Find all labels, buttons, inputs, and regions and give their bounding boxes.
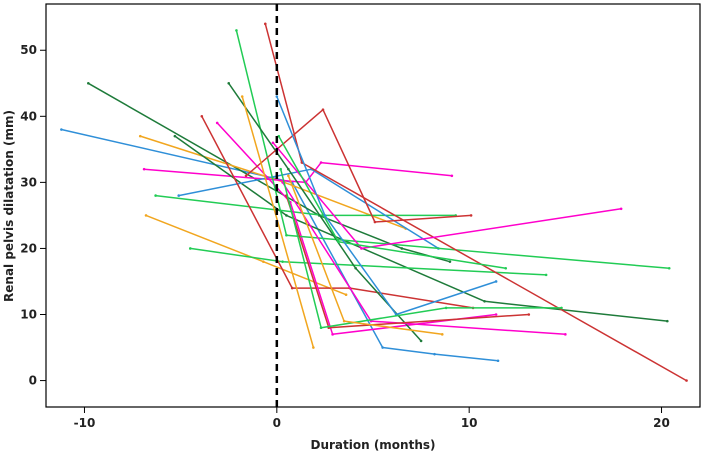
data-point bbox=[285, 214, 288, 217]
series-line-18 bbox=[278, 135, 506, 270]
data-point bbox=[262, 260, 265, 263]
data-point bbox=[188, 247, 192, 250]
data-point bbox=[319, 161, 323, 164]
data-point bbox=[667, 266, 671, 270]
data-point bbox=[281, 260, 284, 263]
data-point bbox=[138, 134, 142, 138]
data-point bbox=[240, 95, 244, 98]
data-point bbox=[215, 121, 219, 125]
data-point bbox=[331, 333, 334, 336]
data-point bbox=[342, 319, 346, 323]
data-point bbox=[200, 115, 204, 118]
series-line-19 bbox=[276, 96, 497, 316]
data-point bbox=[469, 214, 473, 217]
data-point bbox=[177, 194, 181, 197]
data-point bbox=[287, 174, 290, 178]
data-point bbox=[448, 260, 452, 263]
data-point bbox=[564, 333, 567, 336]
data-point bbox=[544, 273, 548, 277]
data-point bbox=[244, 174, 248, 178]
data-point bbox=[263, 22, 267, 26]
data-point bbox=[154, 194, 157, 197]
data-point bbox=[354, 266, 357, 270]
y-tick-label: 50 bbox=[20, 43, 37, 57]
data-point bbox=[285, 233, 288, 237]
data-point bbox=[271, 141, 275, 145]
y-tick-label: 30 bbox=[20, 175, 37, 189]
data-point bbox=[227, 81, 231, 85]
y-tick-label: 0 bbox=[29, 374, 37, 388]
x-tick-label: 10 bbox=[461, 416, 478, 430]
series-line-7 bbox=[174, 135, 668, 322]
data-point bbox=[666, 319, 669, 323]
series-line-2 bbox=[87, 82, 451, 263]
data-point bbox=[287, 167, 290, 171]
data-point bbox=[527, 313, 531, 316]
data-point bbox=[279, 167, 282, 171]
series-line-14 bbox=[245, 108, 472, 223]
data-point bbox=[144, 214, 148, 217]
data-point bbox=[504, 266, 508, 270]
data-point bbox=[360, 247, 363, 250]
x-tick-label: -10 bbox=[74, 416, 96, 430]
series-line-10 bbox=[201, 115, 474, 309]
x-tick-label: 0 bbox=[273, 416, 281, 430]
plot-area-frame bbox=[45, 3, 701, 408]
data-point bbox=[373, 220, 377, 224]
data-point bbox=[444, 306, 448, 310]
data-point bbox=[494, 280, 498, 283]
data-point bbox=[381, 346, 384, 349]
data-point bbox=[290, 286, 294, 290]
series-lines bbox=[60, 22, 688, 382]
data-point bbox=[319, 326, 323, 330]
data-point bbox=[277, 134, 281, 138]
data-point bbox=[450, 174, 454, 178]
y-axis-title: Renal pelvis dilatation (mm) bbox=[2, 110, 16, 302]
data-point bbox=[344, 293, 348, 296]
series-line-22 bbox=[279, 169, 562, 329]
data-point bbox=[560, 306, 563, 310]
y-tick-label: 20 bbox=[20, 241, 37, 255]
data-point bbox=[400, 247, 404, 250]
data-point bbox=[87, 81, 90, 85]
data-point bbox=[323, 214, 327, 217]
data-point bbox=[494, 313, 498, 316]
data-point bbox=[419, 339, 423, 343]
x-tick-label: 20 bbox=[653, 416, 670, 430]
data-point bbox=[483, 299, 486, 303]
data-point bbox=[440, 333, 444, 336]
data-point bbox=[433, 352, 436, 356]
series-line-12 bbox=[235, 30, 670, 270]
series-line-4 bbox=[144, 161, 452, 184]
data-point bbox=[337, 240, 340, 244]
data-point bbox=[496, 359, 500, 363]
x-axis-title: Duration (months) bbox=[310, 438, 435, 452]
data-point bbox=[142, 167, 146, 171]
axis-ticks: -10 0 10 20 0 10 20 30 40 50 bbox=[20, 43, 670, 430]
data-point bbox=[312, 346, 315, 349]
data-point bbox=[275, 95, 279, 98]
data-point bbox=[685, 379, 688, 382]
data-point bbox=[235, 29, 238, 32]
data-point bbox=[619, 207, 623, 211]
y-tick-label: 40 bbox=[20, 109, 37, 123]
y-tick-label: 10 bbox=[20, 308, 37, 322]
series-line-13 bbox=[228, 82, 422, 342]
data-point bbox=[173, 134, 177, 138]
data-point bbox=[321, 108, 325, 112]
data-point bbox=[60, 128, 63, 131]
